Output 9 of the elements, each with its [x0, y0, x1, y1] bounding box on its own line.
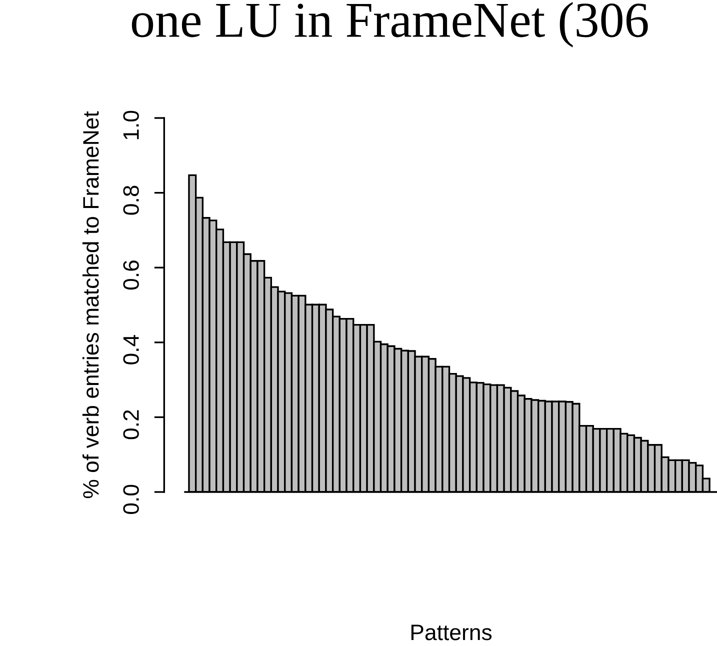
chart-title: one LU in FrameNet (306 [132, 2, 648, 48]
y-tick-label: 0.0 [123, 484, 139, 514]
x-axis-title: Patterns [411, 624, 492, 640]
y-tick-label: 0.4 [123, 334, 139, 364]
y-tick-label: 1.0 [123, 110, 139, 140]
y-axis-title: % of verb entries matched to FrameNet [82, 111, 99, 498]
y-tick-label: 0.8 [123, 186, 139, 215]
y-tick-label: 0.6 [123, 260, 139, 290]
y-tick-label: 0.2 [123, 410, 139, 440]
